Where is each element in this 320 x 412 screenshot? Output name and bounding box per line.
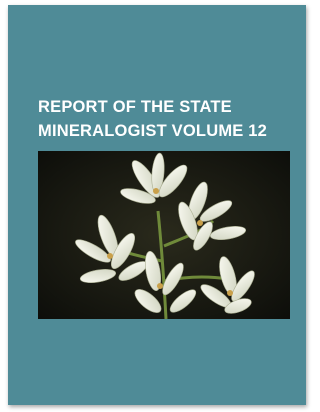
cover-photo xyxy=(38,151,290,319)
title-line: MINERALOGIST VOLUME 12 xyxy=(38,122,267,141)
page: {"cover": {"title_lines": ["REPORT OF TH… xyxy=(0,0,315,412)
book-cover: REPORT OF THE STATE MINERALOGIST VOLUME … xyxy=(8,5,306,405)
title-line: REPORT OF THE STATE xyxy=(38,98,232,117)
